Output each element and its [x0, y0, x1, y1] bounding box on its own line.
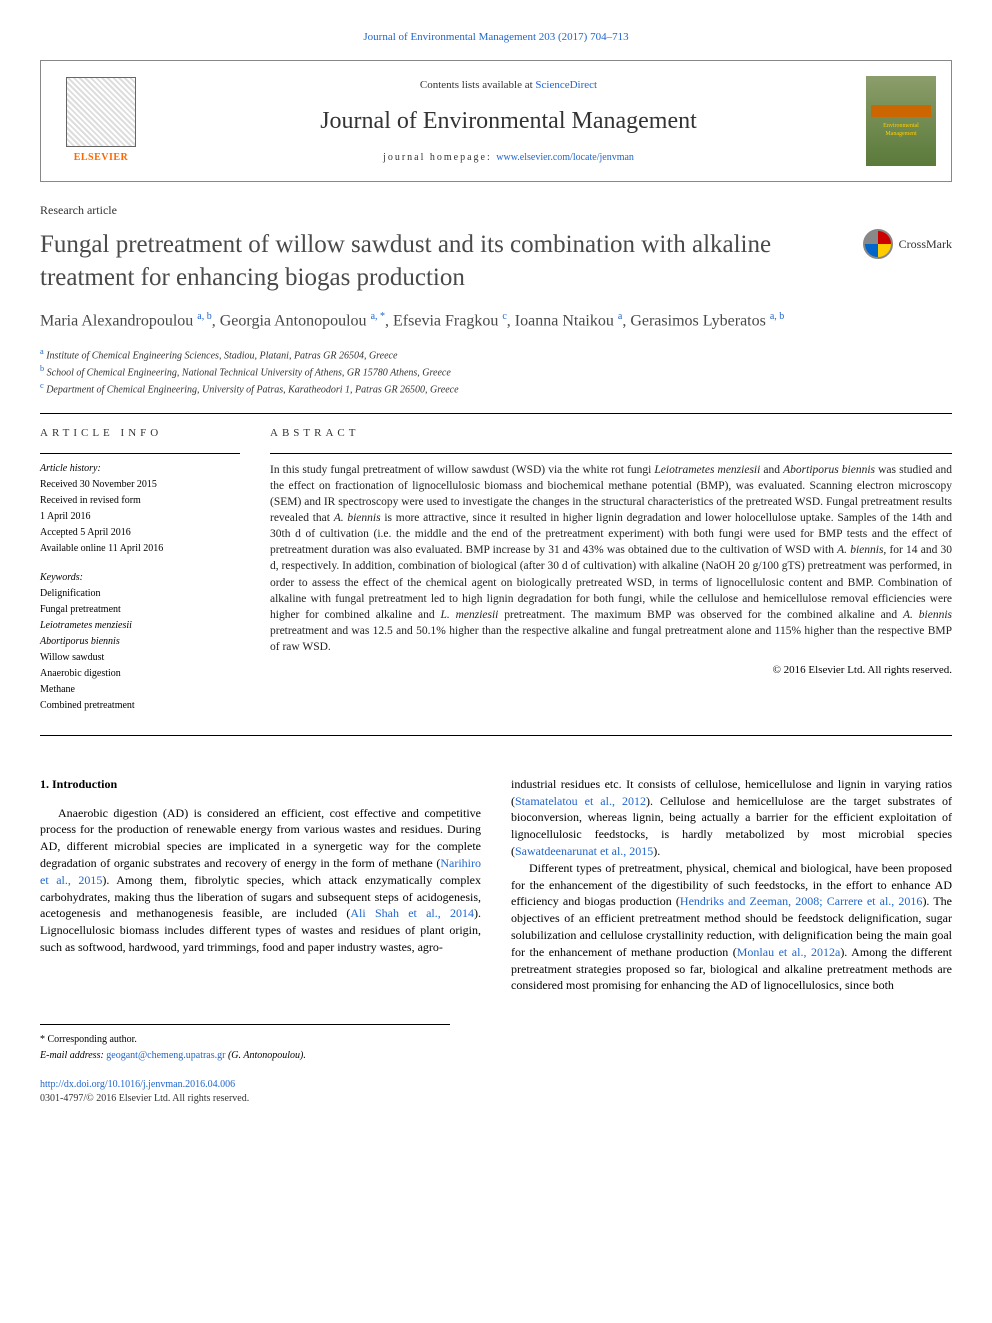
elsevier-tree-icon — [66, 77, 136, 147]
doi-link[interactable]: http://dx.doi.org/10.1016/j.jenvman.2016… — [40, 1078, 952, 1092]
keyword-item: Anaerobic digestion — [40, 667, 240, 681]
divider — [40, 413, 952, 414]
keywords-label: Keywords: — [40, 571, 240, 585]
email-line: E-mail address: geogant@chemeng.upatras.… — [40, 1049, 450, 1063]
affiliations: a Institute of Chemical Engineering Scie… — [40, 346, 952, 398]
contents-line: Contents lists available at ScienceDirec… — [166, 78, 851, 93]
intro-paragraph-2: Different types of pretreatment, physica… — [511, 860, 952, 994]
homepage-link[interactable]: www.elsevier.com/locate/jenvman — [496, 152, 634, 163]
email-link[interactable]: geogant@chemeng.upatras.gr — [106, 1050, 225, 1061]
history-item: Available online 11 April 2016 — [40, 542, 240, 556]
history-item: Accepted 5 April 2016 — [40, 526, 240, 540]
affiliation-item: b School of Chemical Engineering, Nation… — [40, 363, 952, 380]
body-column-left: 1. Introduction Anaerobic digestion (AD)… — [40, 776, 481, 994]
publisher-name: ELSEVIER — [74, 151, 129, 165]
journal-cover-thumbnail: Environmental Management — [866, 76, 936, 166]
footer: * Corresponding author. E-mail address: … — [40, 1024, 450, 1063]
issn-line: 0301-4797/© 2016 Elsevier Ltd. All right… — [40, 1092, 952, 1106]
history-item: Received in revised form — [40, 494, 240, 508]
keyword-item: Abortiporus biennis — [40, 635, 240, 649]
keyword-item: Fungal pretreatment — [40, 603, 240, 617]
history-item: 1 April 2016 — [40, 510, 240, 524]
header-citation: Journal of Environmental Management 203 … — [40, 30, 952, 45]
authors: Maria Alexandropoulou a, b, Georgia Anto… — [40, 309, 952, 333]
journal-name: Journal of Environmental Management — [166, 105, 851, 139]
article-title: Fungal pretreatment of willow sawdust an… — [40, 229, 843, 294]
affiliation-item: a Institute of Chemical Engineering Scie… — [40, 346, 952, 363]
keyword-item: Delignification — [40, 587, 240, 601]
body-column-right: industrial residues etc. It consists of … — [511, 776, 952, 994]
intro-paragraph-1-cont: industrial residues etc. It consists of … — [511, 776, 952, 860]
crossmark-label: CrossMark — [899, 236, 952, 253]
homepage-line: journal homepage: www.elsevier.com/locat… — [166, 151, 851, 165]
sciencedirect-link[interactable]: ScienceDirect — [535, 79, 597, 91]
section-heading-intro: 1. Introduction — [40, 776, 481, 793]
keyword-item: Combined pretreatment — [40, 699, 240, 713]
info-heading: ARTICLE INFO — [40, 426, 240, 441]
body-columns: 1. Introduction Anaerobic digestion (AD)… — [40, 776, 952, 994]
copyright: © 2016 Elsevier Ltd. All rights reserved… — [270, 663, 952, 678]
keyword-item: Leiotrametes menziesii — [40, 619, 240, 633]
cover-title: Environmental Management — [871, 122, 931, 139]
header-box: ELSEVIER Contents lists available at Sci… — [40, 60, 952, 182]
email-name: (G. Antonopoulou). — [225, 1050, 305, 1061]
crossmark-badge[interactable]: CrossMark — [863, 229, 952, 259]
contents-prefix: Contents lists available at — [420, 79, 535, 91]
article-info: ARTICLE INFO Article history: Received 3… — [40, 426, 240, 715]
keywords-list: Delignification Fungal pretreatment Leiotr… — [40, 587, 240, 713]
history-list: Received 30 November 2015 Received in rev… — [40, 478, 240, 556]
history-item: Received 30 November 2015 — [40, 478, 240, 492]
abstract-text: In this study fungal pretreatment of wil… — [270, 462, 952, 655]
history-label: Article history: — [40, 462, 240, 476]
keyword-item: Methane — [40, 683, 240, 697]
intro-paragraph-1: Anaerobic digestion (AD) is considered a… — [40, 805, 481, 956]
article-type: Research article — [40, 202, 952, 219]
abstract-column: ABSTRACT In this study fungal pretreatme… — [270, 426, 952, 715]
abstract-heading: ABSTRACT — [270, 426, 952, 441]
homepage-prefix: journal homepage: — [383, 152, 496, 163]
publisher-logo: ELSEVIER — [56, 71, 146, 171]
affiliation-item: c Department of Chemical Engineering, Un… — [40, 380, 952, 397]
keyword-item: Willow sawdust — [40, 651, 240, 665]
crossmark-icon — [863, 229, 893, 259]
email-label: E-mail address: — [40, 1050, 106, 1061]
header-center: Contents lists available at ScienceDirec… — [166, 78, 851, 165]
corresponding-author: * Corresponding author. — [40, 1033, 450, 1047]
